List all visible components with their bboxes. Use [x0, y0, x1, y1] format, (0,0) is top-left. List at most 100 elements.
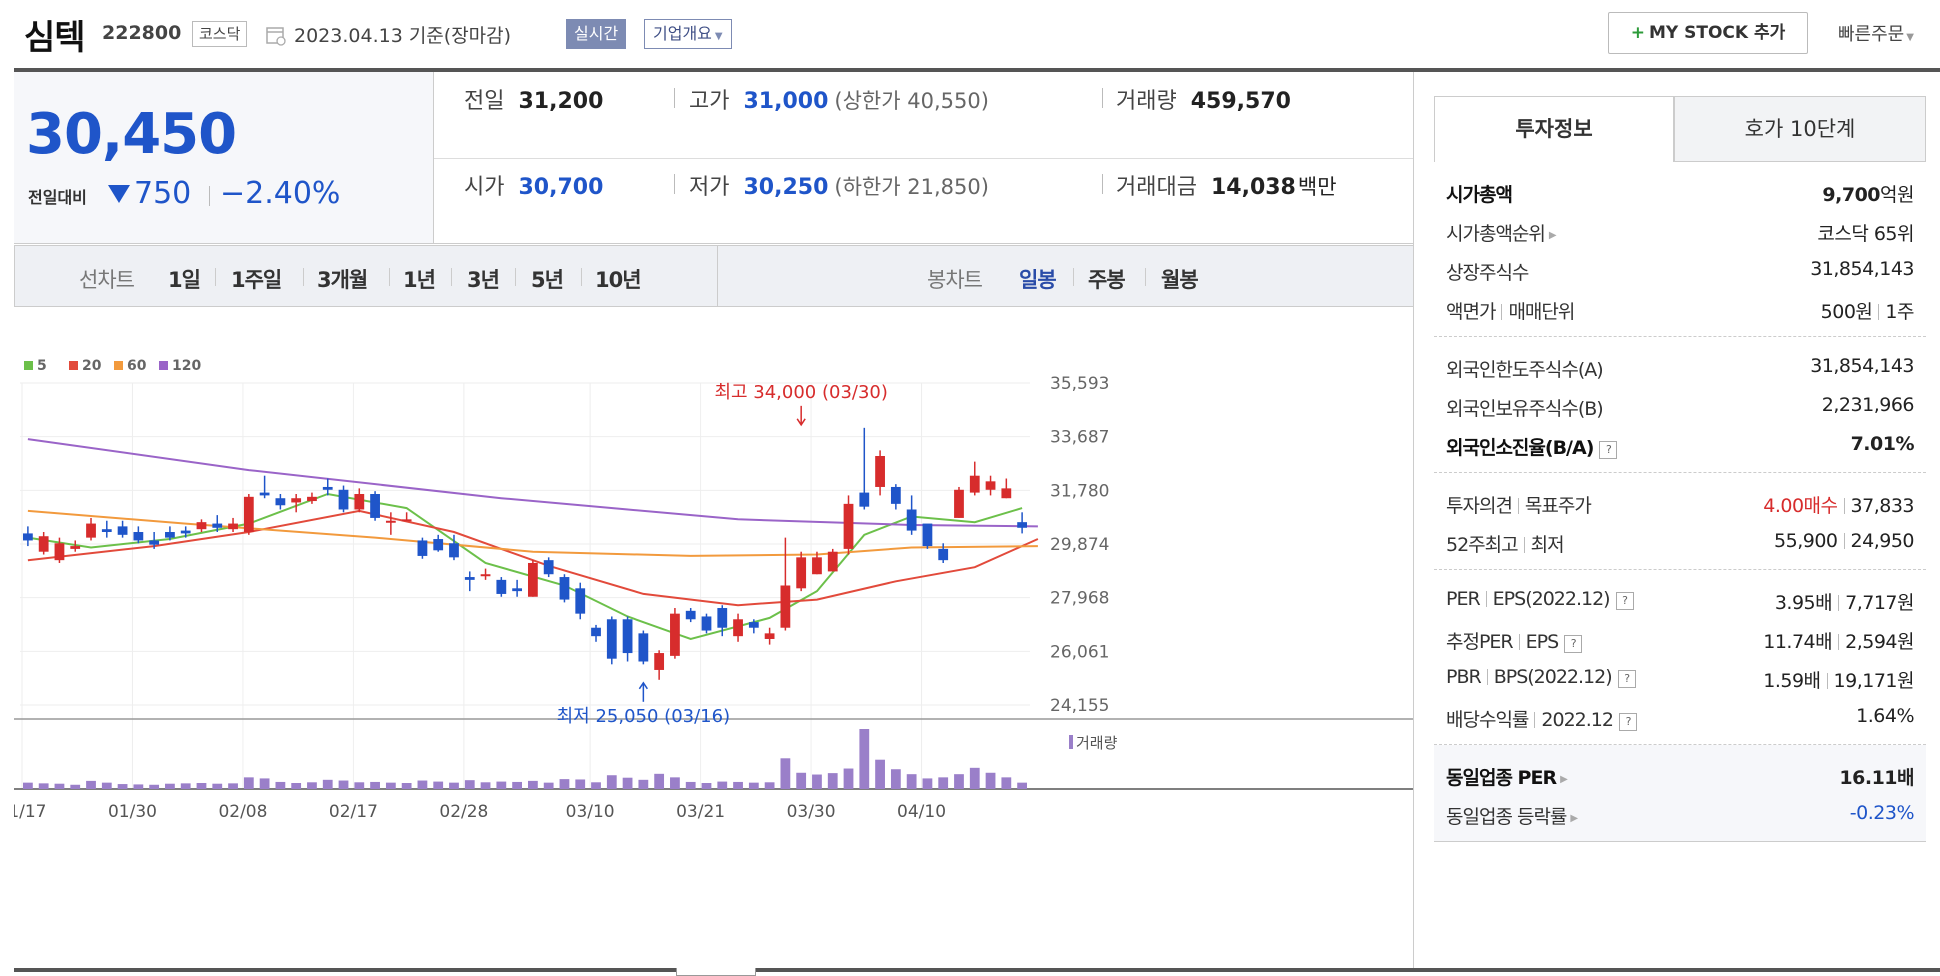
- quick-order-dropdown[interactable]: 빠른주문 ▼: [1838, 20, 1914, 46]
- row-market-cap: 시가총액 9,700억원: [1434, 172, 1926, 211]
- candle: [859, 492, 870, 507]
- row-pbr: PBR BPS(2022.12)? 1.59배 19,171원: [1434, 658, 1926, 697]
- volume-bar: [117, 784, 128, 789]
- chart-svg: 5 20 60 120 35,593 33,687 31,780 29,874 27,968 26…: [14, 358, 1414, 822]
- row-label: 외국인보유주식수(B): [1446, 398, 1604, 420]
- row-value: 2,231,966: [1821, 394, 1915, 416]
- stock-code: 222800: [102, 22, 182, 44]
- period-1d[interactable]: 1일: [168, 268, 201, 292]
- row-label: 상장주식수: [1446, 262, 1529, 284]
- row-label: 동일업종 PER ▶: [1446, 763, 1568, 790]
- period-1y[interactable]: 1년: [403, 268, 436, 292]
- y-tick-label: 29,874: [1050, 535, 1109, 555]
- divider: [1485, 591, 1487, 607]
- chart-period-bar: 선차트 1일 1주일 3개월 1년 3년 5년 10년 봉차트 일봉 주봉 월봉: [14, 245, 1414, 307]
- candle: [954, 489, 964, 518]
- my-stock-label: MY STOCK 추가: [1648, 23, 1786, 43]
- candle: [38, 536, 49, 552]
- volume-bar: [101, 782, 112, 789]
- opinion-label: 투자의견: [1446, 495, 1513, 517]
- help-icon[interactable]: ?: [1618, 713, 1637, 731]
- row-value: 31,854,143: [1810, 258, 1914, 280]
- corp-overview-dropdown[interactable]: 기업개요 ▼: [644, 19, 732, 49]
- candle: [606, 619, 617, 659]
- volume-bar: [86, 780, 96, 789]
- stat-high: 고가 31,000 (상한가 40,550): [689, 83, 989, 115]
- row-value: 55,900 24,950: [1774, 530, 1914, 552]
- divider: [1073, 268, 1074, 286]
- divider: [1501, 304, 1503, 320]
- period-3m[interactable]: 3개월: [317, 268, 368, 292]
- volume-bar: [496, 781, 507, 789]
- help-icon[interactable]: ?: [1617, 670, 1636, 688]
- candle: [291, 498, 302, 503]
- tab-orderbook[interactable]: 호가 10단계: [1674, 96, 1926, 162]
- row-label: 외국인소진율(B/A)?: [1446, 433, 1618, 460]
- max-price-annotation: 최고 34,000 (03/30): [714, 382, 887, 403]
- est-eps-value: 2,594원: [1845, 631, 1914, 653]
- realtime-button[interactable]: 실시간: [566, 19, 627, 49]
- period-1w[interactable]: 1주일: [231, 268, 282, 292]
- volume-legend-label: 거래량: [1076, 734, 1118, 752]
- y-tick-label: 27,968: [1050, 589, 1109, 609]
- stat-value: 30,700: [518, 175, 604, 200]
- stat-value: 30,250: [743, 175, 829, 200]
- candle: [307, 496, 317, 502]
- min-arrow-head: [638, 681, 648, 690]
- help-icon[interactable]: ?: [1599, 441, 1618, 459]
- legend-swatch: [24, 361, 33, 370]
- corp-overview-label: 기업개요: [653, 24, 712, 43]
- x-tick-label: 03/30: [787, 802, 836, 822]
- divider: [1486, 669, 1488, 685]
- volume-bar: [243, 777, 254, 789]
- bottom-tab[interactable]: [676, 968, 756, 976]
- stat-label: 전일: [464, 89, 505, 114]
- row-label: 시가총액순위 ▶: [1446, 219, 1557, 246]
- row-label: 52주최고 최저: [1446, 530, 1565, 557]
- volume-bar: [890, 769, 901, 789]
- base-date: 2023.04.13 기준(장마감): [294, 25, 512, 47]
- candle: [685, 610, 696, 620]
- help-icon[interactable]: ?: [1564, 635, 1583, 653]
- row-industry-per[interactable]: 동일업종 PER ▶ 16.11배: [1434, 755, 1926, 794]
- tab-invest-info[interactable]: 투자정보: [1434, 96, 1674, 162]
- volume-bar: [180, 783, 191, 789]
- volume-bar: [717, 781, 728, 789]
- volume-bar: [212, 783, 223, 789]
- row-value: 31,854,143: [1810, 355, 1914, 377]
- period-3y[interactable]: 3년: [467, 268, 500, 292]
- row-industry-change[interactable]: 동일업종 등락률 ▶ -0.23%: [1434, 794, 1926, 833]
- pbr-label: PBR: [1446, 666, 1482, 688]
- volume-bar: [606, 775, 617, 789]
- row-opinion: 투자의견 목표주가 4.00매수 37,833: [1434, 483, 1926, 522]
- row-label: 시가총액: [1446, 184, 1513, 206]
- volume-bar: [969, 767, 980, 789]
- candle: [543, 560, 554, 575]
- volume-bar: [591, 782, 601, 789]
- row-cap-rank[interactable]: 시가총액순위 ▶ 코스닥 65위: [1434, 211, 1926, 250]
- my-stock-add-button[interactable]: + MY STOCK 추가: [1608, 12, 1808, 54]
- y-tick-label: 31,780: [1050, 481, 1109, 501]
- industry-change-label: 동일업종 등락률: [1446, 806, 1567, 828]
- row-value: 1.64%: [1856, 705, 1914, 727]
- candle: [133, 532, 144, 541]
- stock-name: 심텍: [24, 18, 86, 58]
- candle: [890, 486, 901, 504]
- candle: [796, 557, 807, 589]
- candle: [464, 577, 475, 580]
- stat-value: 459,570: [1190, 89, 1291, 114]
- candle-weekly[interactable]: 주봉: [1088, 268, 1126, 292]
- period-5y[interactable]: 5년: [531, 268, 564, 292]
- period-10y[interactable]: 10년: [595, 268, 642, 292]
- calendar-icon: [266, 27, 286, 46]
- candle-monthly[interactable]: 월봉: [1161, 268, 1199, 292]
- w52-high-label: 52주최고: [1446, 534, 1519, 556]
- row-value: 코스닥 65위: [1817, 223, 1914, 245]
- candle: [496, 579, 507, 594]
- row-value: -0.23%: [1850, 802, 1915, 824]
- help-icon[interactable]: ?: [1615, 592, 1634, 610]
- row-label: PER EPS(2022.12)?: [1446, 588, 1634, 610]
- candle: [86, 523, 96, 538]
- candle-daily[interactable]: 일봉: [1019, 268, 1057, 292]
- x-tick-label: 04/10: [897, 802, 946, 822]
